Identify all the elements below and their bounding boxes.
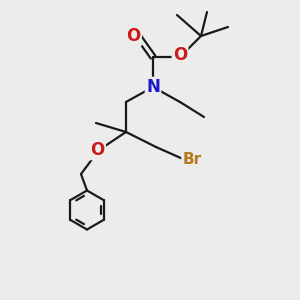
Text: N: N [146,78,160,96]
Text: O: O [126,27,141,45]
Text: O: O [173,46,187,64]
Text: O: O [90,141,105,159]
Text: Br: Br [182,152,202,166]
